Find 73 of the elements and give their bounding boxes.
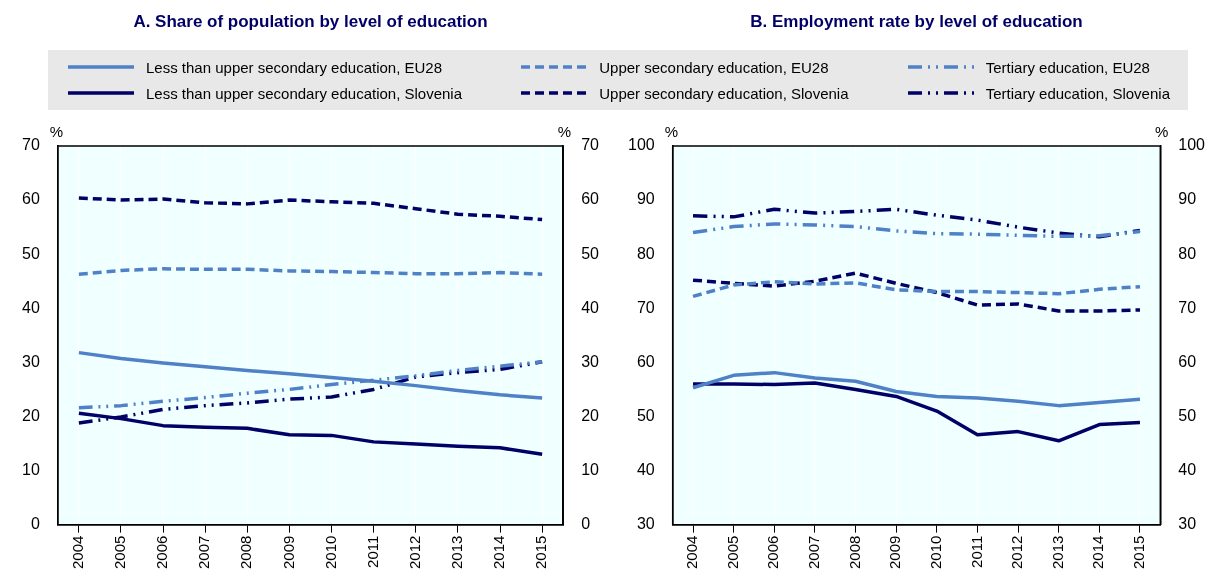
y2-axis-title: % — [1154, 122, 1169, 140]
y2-axis-title: % — [557, 122, 572, 140]
x-tick-label: 2007 — [805, 535, 823, 570]
x-tick-label: 2012 — [1008, 535, 1026, 570]
line-series — [691, 222, 1142, 239]
y-tick-label: 60 — [22, 190, 40, 208]
y-tick-label: 70 — [636, 298, 655, 316]
y2-tick-label: 60 — [1178, 352, 1197, 370]
x-tick-label: 2010 — [926, 535, 944, 570]
x-tick-label: 2010 — [321, 535, 339, 570]
x-tick-label: 2014 — [490, 535, 508, 570]
chart-title: B. Employment rate by level of education — [750, 11, 1083, 33]
y2-tick-label: 30 — [581, 352, 600, 370]
y2-tick-label: 90 — [1178, 190, 1197, 208]
y-axis-title: % — [49, 122, 64, 140]
x-tick-label: 2006 — [764, 535, 782, 570]
y-tick-label: 10 — [22, 460, 40, 478]
x-tick-label: 2008 — [845, 535, 863, 570]
y-tick-label: 90 — [636, 190, 655, 208]
x-tick-label: 2009 — [886, 535, 904, 570]
legend-label: Less than upper secondary education, EU28 — [146, 58, 443, 76]
x-tick-label: 2006 — [153, 535, 171, 570]
y-tick-label: 20 — [22, 406, 40, 424]
y2-tick-label: 10 — [581, 460, 600, 478]
y-tick-label: 80 — [636, 244, 655, 262]
y2-tick-label: 70 — [1178, 298, 1197, 316]
y2-tick-label: 50 — [581, 244, 600, 262]
x-tick-label: 2004 — [683, 535, 701, 570]
line-series — [691, 271, 1142, 313]
x-tick-label: 2012 — [405, 535, 423, 570]
line-series — [691, 280, 1142, 299]
y2-tick-label: 30 — [1178, 515, 1197, 533]
x-tick-label: 2014 — [1089, 535, 1107, 570]
y-axis-title: % — [664, 122, 679, 140]
y2-tick-label: 50 — [1178, 406, 1197, 424]
y-tick-label: 60 — [636, 352, 655, 370]
chart-title: A. Share of population by level of education — [133, 11, 488, 33]
x-tick-label: 2013 — [448, 535, 466, 570]
x-tick-label: 2015 — [532, 535, 550, 570]
x-tick-label: 2005 — [723, 535, 741, 570]
y2-tick-label: 70 — [581, 136, 600, 154]
y-tick-label: 30 — [636, 515, 655, 533]
legend-label: Upper secondary education, EU28 — [599, 58, 829, 76]
y-tick-label: 50 — [636, 406, 655, 424]
x-tick-label: 2015 — [1130, 535, 1148, 570]
y-tick-label: 70 — [22, 136, 40, 154]
x-tick-label: 2009 — [279, 535, 297, 570]
legend-label: Tertiary education, Slovenia — [985, 84, 1170, 102]
x-tick-label: 2013 — [1048, 535, 1066, 570]
x-tick-label: 2008 — [237, 535, 255, 570]
x-tick-label: 2011 — [967, 535, 985, 568]
y2-tick-label: 100 — [1178, 136, 1206, 154]
x-tick-label: 2007 — [195, 535, 213, 570]
y2-tick-label: 40 — [581, 298, 600, 316]
y-tick-label: 40 — [22, 298, 40, 316]
y2-tick-label: 0 — [581, 515, 591, 533]
x-tick-label: 2004 — [69, 535, 86, 570]
legend-label: Upper secondary education, Slovenia — [599, 84, 849, 102]
y2-tick-label: 80 — [1178, 244, 1197, 262]
line-series — [691, 207, 1142, 239]
legend-label: Tertiary education, EU28 — [985, 58, 1150, 76]
y-tick-label: 40 — [636, 460, 655, 478]
y2-tick-label: 60 — [581, 190, 600, 208]
x-tick-label: 2005 — [111, 535, 129, 570]
y2-tick-label: 40 — [1178, 460, 1197, 478]
y-tick-label: 0 — [30, 515, 40, 533]
y-tick-label: 100 — [627, 136, 655, 154]
x-tick-label: 2011 — [363, 535, 381, 568]
y2-tick-label: 20 — [581, 406, 600, 424]
legend-label: Less than upper secondary education, Slovenia — [146, 84, 463, 102]
line-series — [77, 196, 544, 222]
y-tick-label: 30 — [22, 352, 40, 370]
y-tick-label: 50 — [22, 244, 40, 262]
